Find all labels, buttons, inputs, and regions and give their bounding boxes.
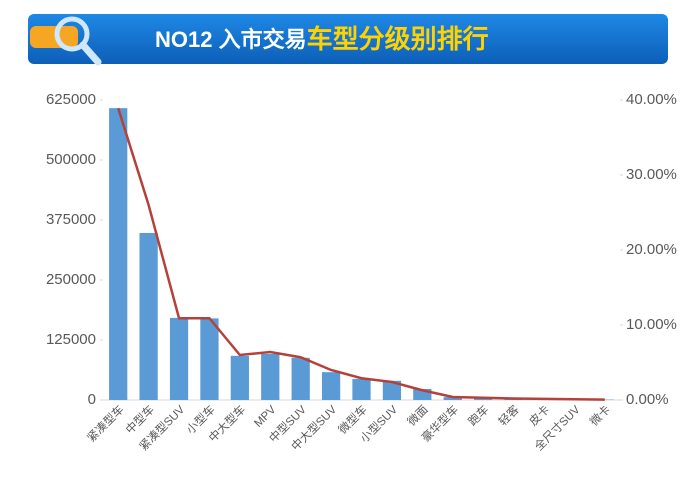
y-tick-label: 500000: [46, 151, 96, 168]
banner-icon: [30, 16, 102, 66]
x-tick-label: 紧凑型车: [84, 402, 126, 444]
bar: [169, 317, 189, 400]
y-tick-label: 125000: [46, 331, 96, 348]
title-highlight: 车型分级别排行: [307, 24, 489, 54]
y2-tick-label: 30.00%: [626, 166, 677, 183]
bar: [413, 388, 432, 400]
bar: [139, 232, 158, 400]
bar: [291, 357, 310, 400]
bar: [352, 378, 371, 400]
x-tick-label: MPV: [252, 404, 278, 430]
y2-tick-label: 40.00%: [626, 91, 677, 108]
x-tick-label: 皮卡: [527, 403, 552, 428]
y-tick-label: 0: [88, 391, 96, 408]
bar: [382, 380, 402, 400]
y2-tick-label: 20.00%: [626, 241, 677, 258]
x-tick-label: 跑车: [465, 402, 491, 428]
share-line: [117, 107, 605, 401]
bar: [200, 318, 219, 400]
bar: [474, 398, 493, 400]
y-tick-label: 625000: [46, 91, 96, 108]
x-tick-label: 轻客: [496, 402, 523, 429]
x-tick-label: 微卡: [587, 402, 613, 428]
bar: [230, 355, 249, 400]
y2-tick-label: 0.00%: [626, 391, 669, 408]
x-tick-label: 微面: [404, 402, 430, 428]
bar: [109, 108, 128, 400]
chart-title: NO12 入市交易车型分级别排行: [155, 24, 489, 54]
y2-tick-label: 10.00%: [626, 316, 677, 333]
title-part: NO12 入市交易: [155, 27, 307, 52]
y-tick-label: 250000: [46, 271, 96, 288]
bar: [261, 353, 280, 400]
bar: [321, 372, 341, 400]
bar: [443, 397, 462, 400]
y-tick-label: 375000: [46, 211, 96, 228]
title-banner: [28, 14, 668, 64]
